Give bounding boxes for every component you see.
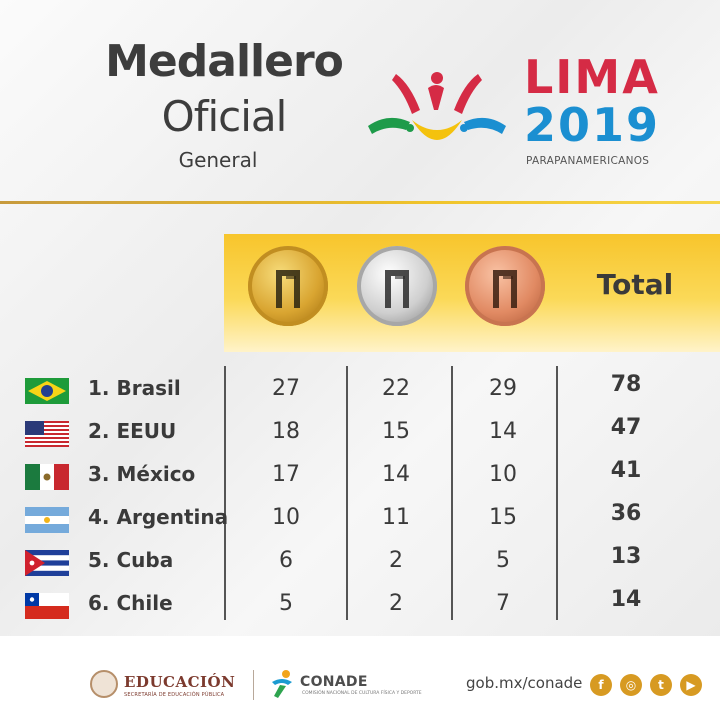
brand-caption: PARAPANAMERICANOS — [526, 155, 650, 167]
lima-2019-emblem-icon — [368, 72, 506, 140]
country-name: 5. Cuba — [88, 548, 174, 572]
website-link[interactable]: gob.mx/conade — [466, 674, 583, 692]
silver-count: 22 — [382, 376, 410, 401]
gold-count: 17 — [272, 462, 300, 487]
conade-runner-icon — [272, 670, 292, 698]
bronze-count: 10 — [489, 462, 517, 487]
header-divider — [0, 201, 720, 204]
page-title: Medallero — [105, 36, 344, 87]
silver-count: 15 — [382, 419, 410, 444]
silver-count: 2 — [389, 591, 403, 616]
silver-medal-icon — [357, 246, 437, 326]
total-column-header: Total — [596, 268, 674, 301]
column-divider — [346, 366, 348, 620]
gold-count: 18 — [272, 419, 300, 444]
total-count: 36 — [610, 501, 642, 526]
bronze-count: 7 — [496, 591, 510, 616]
education-logo-text: EDUCACIÓN — [124, 673, 236, 691]
mexico-flag-icon — [25, 464, 69, 490]
page-subtitle: General — [178, 148, 258, 172]
gold-count: 5 — [279, 591, 293, 616]
facebook-icon[interactable]: f — [590, 674, 612, 696]
usa-flag-icon — [25, 421, 69, 447]
country-name: 1. Brasil — [88, 376, 181, 400]
table-row: 3. México 17 14 10 41 — [0, 456, 720, 496]
silver-count: 14 — [382, 462, 410, 487]
footer: EDUCACIÓN SECRETARÍA DE EDUCACIÓN PÚBLIC… — [0, 636, 720, 720]
chile-flag-icon — [25, 593, 69, 619]
bronze-count: 14 — [489, 419, 517, 444]
table-row: 4. Argentina 10 11 15 36 — [0, 499, 720, 539]
column-divider — [224, 366, 226, 620]
column-divider — [556, 366, 558, 620]
silver-count: 11 — [382, 505, 410, 530]
country-name: 6. Chile — [88, 591, 173, 615]
page-title-line2: Oficial — [161, 92, 288, 141]
footer-divider — [253, 670, 254, 700]
country-name: 2. EEUU — [88, 419, 177, 443]
conade-logo-text: CONADE — [300, 674, 368, 690]
gold-count: 27 — [272, 376, 300, 401]
table-row: 1. Brasil 27 22 29 78 — [0, 370, 720, 410]
gold-count: 10 — [272, 505, 300, 530]
twitter-icon[interactable]: t — [650, 674, 672, 696]
table-row: 2. EEUU 18 15 14 47 — [0, 413, 720, 453]
total-count: 13 — [610, 544, 642, 569]
instagram-icon[interactable]: ◎ — [620, 674, 642, 696]
total-count: 47 — [610, 415, 642, 440]
education-logo-subtext: SECRETARÍA DE EDUCACIÓN PÚBLICA — [124, 692, 225, 698]
argentina-flag-icon — [25, 507, 69, 533]
table-row: 5. Cuba 6 2 5 13 — [0, 542, 720, 582]
bronze-count: 29 — [489, 376, 517, 401]
table-row: 6. Chile 5 2 7 14 — [0, 585, 720, 625]
mexico-seal-icon — [90, 670, 118, 698]
year-wordmark: 2019 — [524, 98, 661, 152]
silver-count: 2 — [389, 548, 403, 573]
bronze-count: 15 — [489, 505, 517, 530]
column-divider — [451, 366, 453, 620]
conade-logo-subtext: COMISIÓN NACIONAL DE CULTURA FÍSICA Y DE… — [302, 691, 422, 696]
gold-medal-icon — [248, 246, 328, 326]
brazil-flag-icon — [25, 378, 69, 404]
header: Medallero Oficial General LIMA 2019 PARA… — [0, 0, 720, 200]
total-count: 78 — [610, 372, 642, 397]
country-name: 3. México — [88, 462, 196, 486]
bronze-count: 5 — [496, 548, 510, 573]
bronze-medal-icon — [465, 246, 545, 326]
youtube-icon[interactable]: ▶ — [680, 674, 702, 696]
country-name: 4. Argentina — [88, 505, 229, 529]
gold-count: 6 — [279, 548, 293, 573]
cuba-flag-icon — [25, 550, 69, 576]
total-count: 41 — [610, 458, 642, 483]
total-count: 14 — [610, 587, 642, 612]
lima-wordmark: LIMA — [524, 50, 660, 104]
